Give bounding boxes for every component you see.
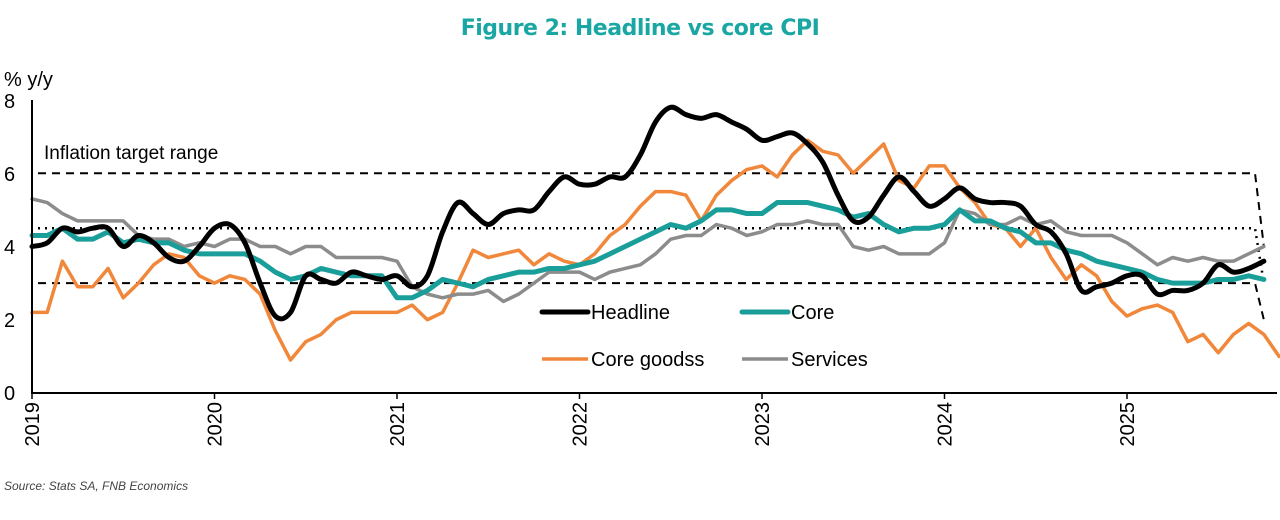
legend-item-core: Core — [739, 302, 834, 324]
legend-label-services: Services — [791, 349, 868, 371]
source-note: Source: Stats SA, FNB Economics — [4, 479, 189, 493]
y-tick-label: 4 — [4, 237, 15, 259]
services-line — [30, 197, 1266, 304]
headline-line — [29, 104, 1267, 322]
y-tick-label: 2 — [4, 310, 15, 332]
x-tick-label: 2022 — [570, 402, 592, 447]
target-range-annotation: Inflation target range — [44, 143, 218, 164]
x-tick-label: 2024 — [935, 402, 957, 447]
x-tick-label: 2019 — [22, 402, 44, 447]
legend-label-core-goods: Core goodss — [591, 349, 704, 371]
legend-label-headline: Headline — [591, 302, 670, 324]
legend: Headline Core Core goodss Services — [539, 302, 868, 371]
x-tick-label: 2020 — [205, 402, 227, 447]
target-upper-line — [38, 172, 1265, 247]
y-tick-label: 0 — [4, 383, 15, 405]
y-axis-unit-label: % y/y — [4, 69, 53, 91]
chart-title: Figure 2: Headline vs core CPI — [460, 16, 820, 41]
legend-item-services: Services — [742, 349, 868, 371]
x-axis-ticks: 2019 2020 2021 2022 2023 2024 2025 — [22, 393, 1139, 447]
x-tick-label: 2021 — [387, 402, 409, 447]
legend-label-core: Core — [791, 302, 834, 324]
legend-item-headline: Headline — [539, 302, 670, 324]
series-lines — [29, 104, 1280, 362]
y-tick-label: 8 — [4, 91, 15, 113]
axes: % y/y 0 2 4 6 8 Inflation target range — [4, 69, 1277, 405]
x-tick-label: 2025 — [1117, 402, 1139, 447]
legend-item-core-goods: Core goodss — [542, 349, 704, 371]
core-line — [29, 200, 1267, 301]
core-goods-line — [30, 138, 1280, 362]
y-tick-label: 6 — [4, 164, 15, 186]
x-tick-label: 2023 — [752, 402, 774, 447]
